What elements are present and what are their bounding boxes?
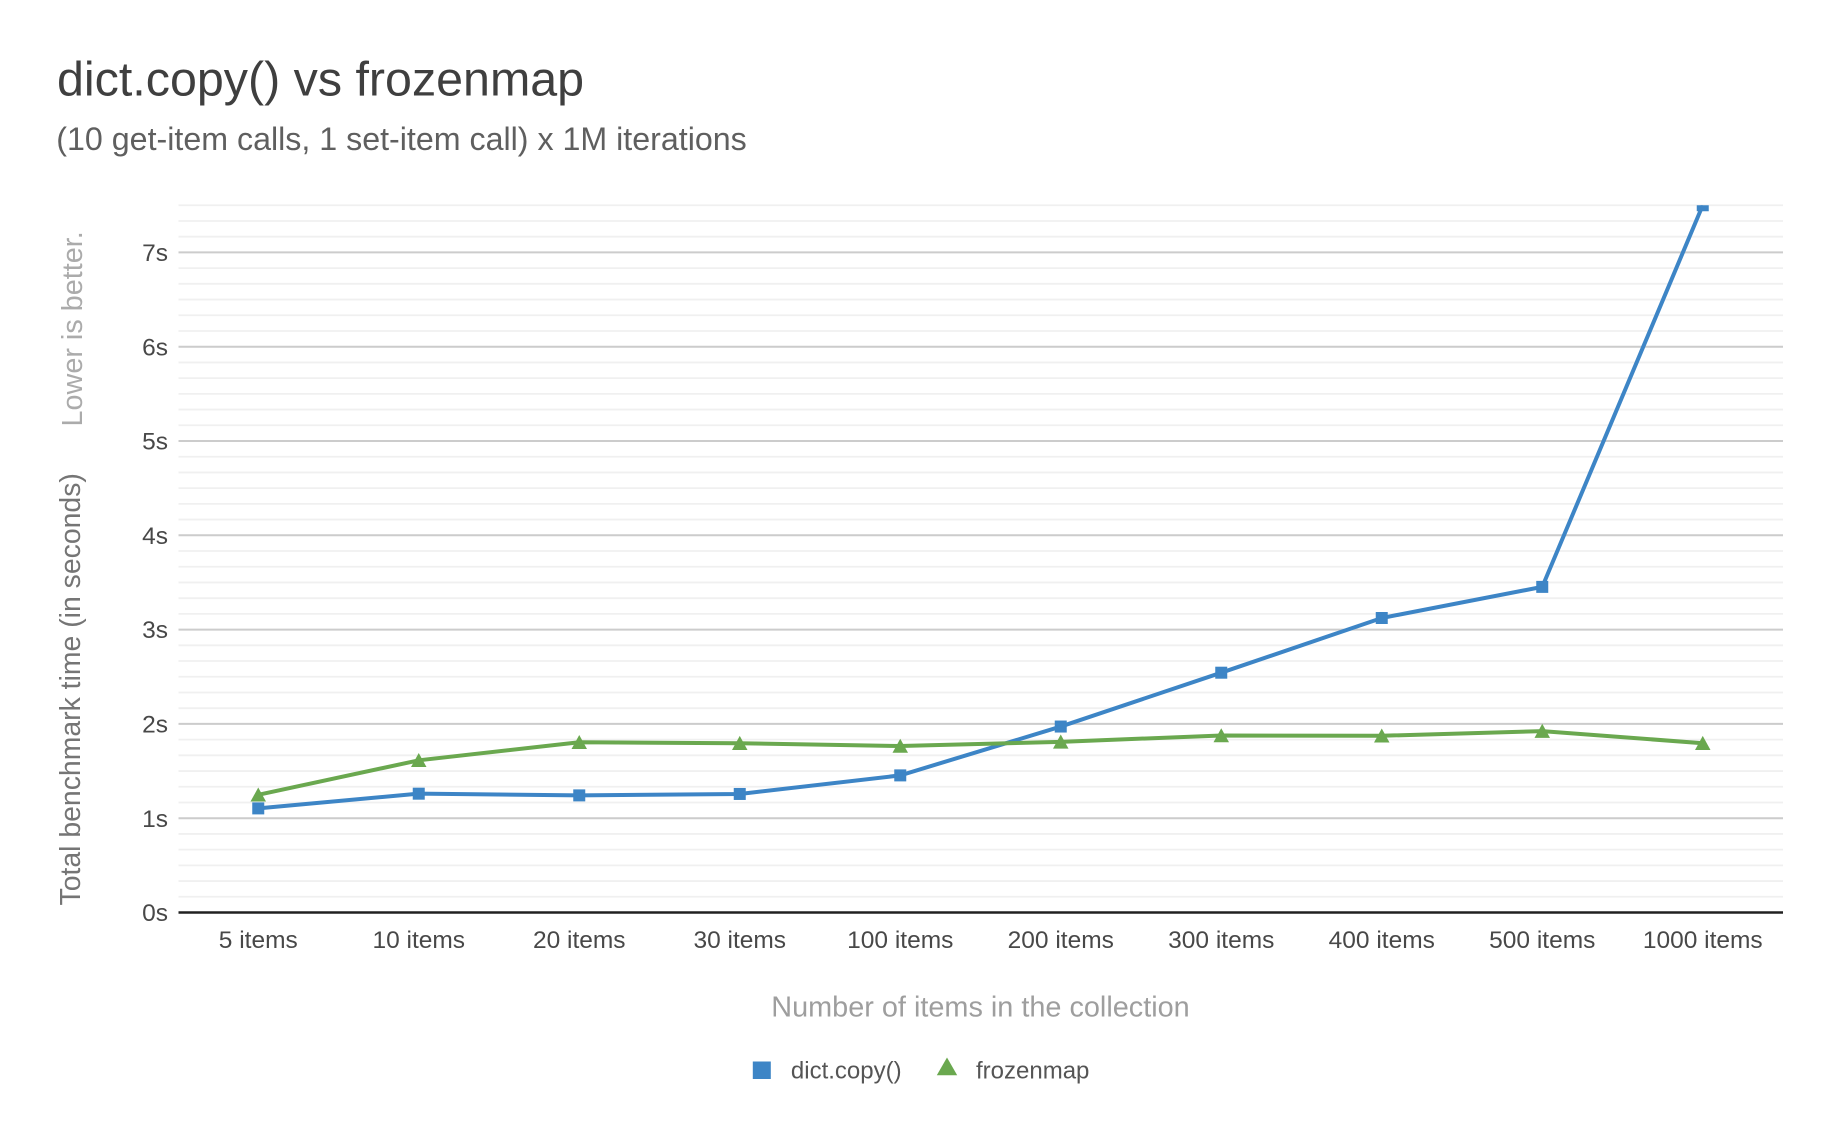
svg-text:4s: 4s [142,523,168,550]
svg-text:dict.copy() vs frozenmap: dict.copy() vs frozenmap [57,53,584,107]
svg-text:10 items: 10 items [372,927,465,954]
svg-text:7s: 7s [142,240,168,267]
svg-text:2s: 2s [142,712,168,739]
svg-text:5 items: 5 items [219,927,298,954]
svg-text:Number of items in the collect: Number of items in the collection [771,992,1189,1024]
svg-text:3s: 3s [142,617,168,644]
svg-text:30 items: 30 items [693,927,786,954]
svg-text:dict.copy(): dict.copy() [791,1058,902,1085]
svg-text:500 items: 500 items [1489,927,1595,954]
svg-text:100 items: 100 items [847,927,953,954]
svg-text:Total benchmark time (in secon: Total benchmark time (in seconds) [55,473,87,905]
svg-text:1s: 1s [142,806,168,833]
svg-text:Lower is better.: Lower is better. [57,231,89,426]
svg-text:5s: 5s [142,429,168,456]
svg-text:300 items: 300 items [1168,927,1274,954]
svg-text:6s: 6s [142,334,168,361]
svg-text:0s: 0s [142,900,168,927]
svg-text:400 items: 400 items [1329,927,1435,954]
svg-text:(10 get-item calls, 1 set-item: (10 get-item calls, 1 set-item call) x 1… [56,121,746,157]
svg-text:200 items: 200 items [1008,927,1114,954]
svg-text:20 items: 20 items [533,927,626,954]
svg-text:frozenmap: frozenmap [976,1058,1089,1085]
svg-text:1000 items: 1000 items [1643,927,1763,954]
